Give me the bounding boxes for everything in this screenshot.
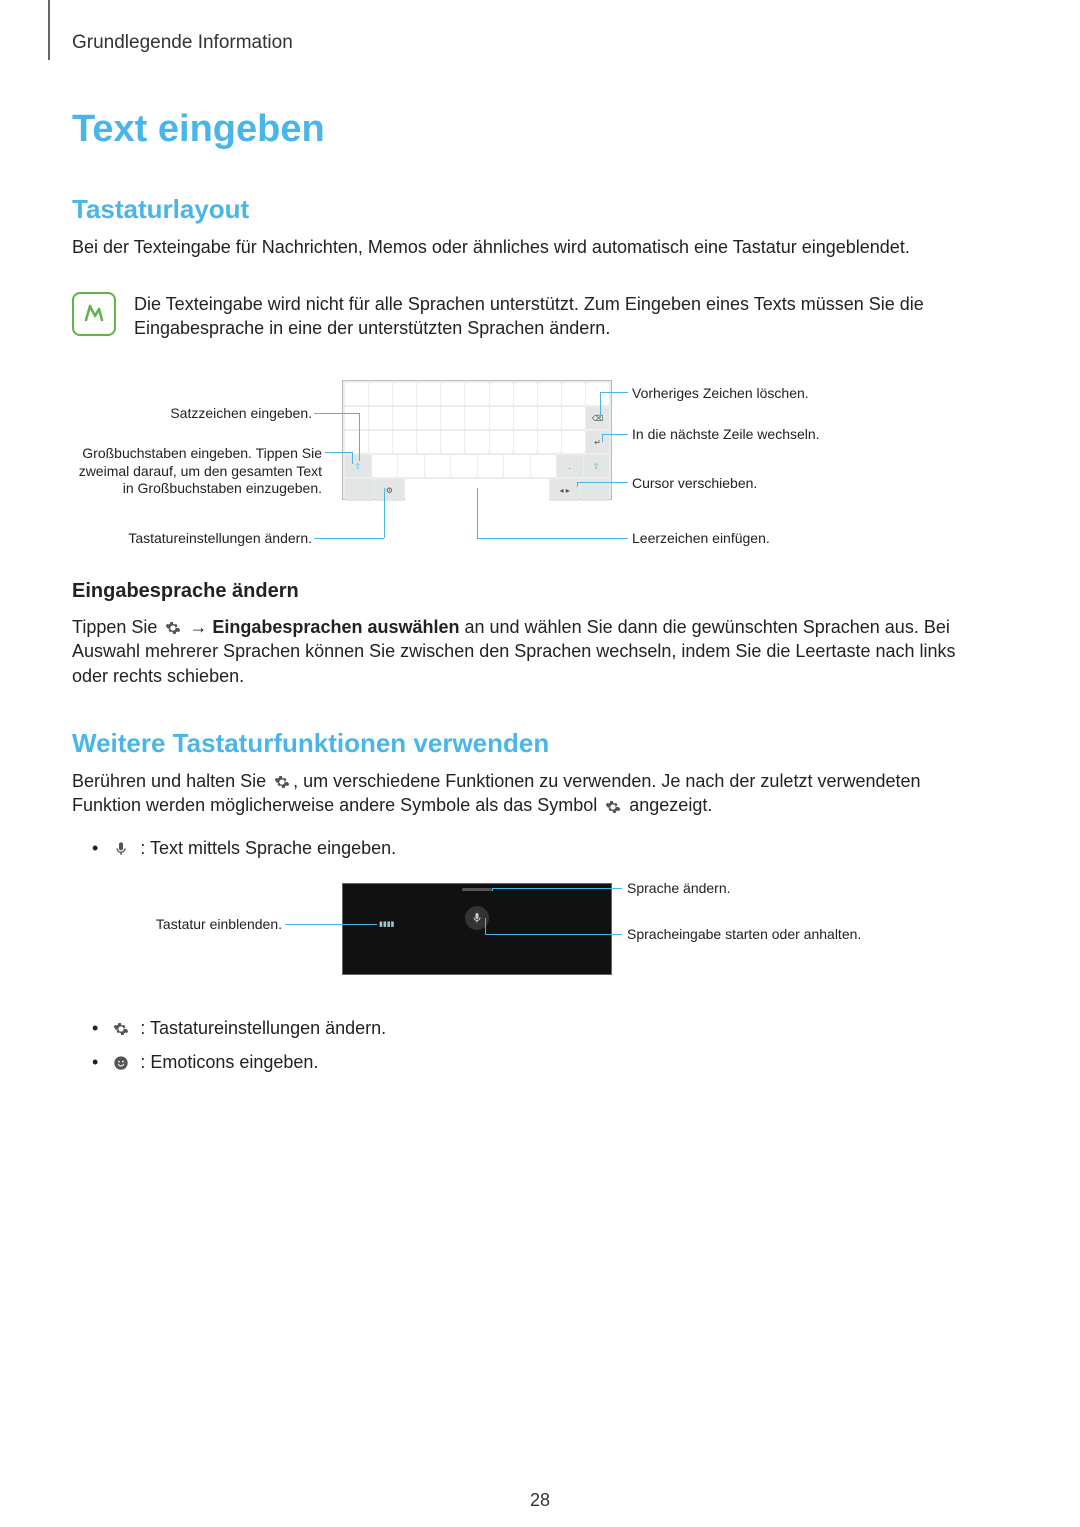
callout-line	[314, 538, 384, 539]
callout-line	[477, 538, 628, 539]
bullet-settings-text: : Tastatureinstellungen ändern.	[140, 1018, 386, 1039]
text-pre: Tippen Sie	[72, 617, 162, 637]
page-number: 28	[0, 1490, 1080, 1511]
note-text: Die Texteingabe wird nicht für alle Spra…	[134, 292, 942, 341]
callout-line	[600, 392, 601, 418]
smiley-icon	[112, 1054, 130, 1072]
callout-voice-lang: Sprache ändern.	[627, 880, 927, 898]
page-binding-mark	[48, 0, 50, 60]
keyboard-diagram: ⌫ ↵ ⇧.⇧ ⚙◂ ▸ Satzzeichen eingeben. Großb…	[72, 380, 982, 550]
voice-input-image: ▮▮▮▮	[342, 883, 612, 975]
note-icon	[72, 292, 116, 336]
bullet-emoticons: • : Emoticons eingeben.	[92, 1052, 318, 1073]
callout-line	[352, 452, 353, 464]
callout-line	[477, 488, 478, 538]
note-block: Die Texteingabe wird nicht für alle Spra…	[72, 292, 942, 341]
callout-line	[602, 434, 603, 442]
page-title: Text eingeben	[72, 108, 325, 151]
callout-line	[485, 918, 486, 934]
callout-line	[600, 392, 628, 393]
bullet-voice-text: : Text mittels Sprache eingeben.	[140, 838, 396, 859]
callout-backspace: Vorheriges Zeichen löschen.	[632, 385, 932, 403]
page-header: Grundlegende Information	[72, 32, 293, 54]
bullet-emoticons-text: : Emoticons eingeben.	[140, 1052, 318, 1073]
section-eingabesprache-text: Tippen Sie → Eingabesprachen auswählen a…	[72, 615, 962, 688]
callout-line	[577, 482, 578, 487]
callout-line	[492, 888, 493, 891]
callout-line	[314, 413, 359, 414]
mic-icon	[112, 840, 130, 858]
callout-cursor: Cursor verschieben.	[632, 475, 932, 493]
callout-line	[602, 434, 628, 435]
section-eingabesprache-heading: Eingabesprache ändern	[72, 580, 299, 603]
keyboard-image: ⌫ ↵ ⇧.⇧ ⚙◂ ▸	[342, 380, 612, 500]
section-tastaturlayout-text: Bei der Texteingabe für Nachrichten, Mem…	[72, 235, 942, 259]
callout-line	[359, 413, 360, 461]
callout-voice-start: Spracheingabe starten oder anhalten.	[627, 926, 927, 944]
bullet-dot: •	[92, 838, 98, 859]
callout-caps: Großbuchstaben eingeben. Tippen Sie zwei…	[72, 445, 322, 498]
callout-punctuation: Satzzeichen eingeben.	[72, 405, 312, 423]
bullet-voice: • : Text mittels Sprache eingeben.	[92, 838, 396, 859]
text-arrow: →	[184, 617, 212, 637]
callout-line	[285, 924, 377, 925]
text-bold: Eingabesprachen auswählen	[212, 617, 459, 637]
callout-line	[492, 888, 622, 889]
gear-icon	[164, 619, 182, 637]
text-pre: Berühren und halten Sie	[72, 771, 271, 791]
callout-line	[485, 934, 622, 935]
bullet-settings: • : Tastatureinstellungen ändern.	[92, 1018, 386, 1039]
callout-line	[577, 482, 628, 483]
callout-line	[325, 452, 352, 453]
bullet-dot: •	[92, 1018, 98, 1039]
callout-voice-keyboard: Tastatur einblenden.	[72, 916, 282, 934]
text-post: angezeigt.	[624, 795, 712, 815]
gear-icon	[604, 798, 622, 816]
section-weitere-heading: Weitere Tastaturfunktionen verwenden	[72, 728, 549, 759]
callout-settings: Tastatureinstellungen ändern.	[72, 530, 312, 548]
callout-line	[384, 488, 385, 538]
callout-space: Leerzeichen einfügen.	[632, 530, 932, 548]
voice-pause-icon: ▮▮▮▮	[379, 920, 394, 928]
section-weitere-text: Berühren und halten Sie , um verschieden…	[72, 769, 962, 818]
section-tastaturlayout-heading: Tastaturlayout	[72, 194, 249, 225]
voice-handle	[462, 888, 492, 891]
callout-enter: In die nächste Zeile wechseln.	[632, 426, 932, 444]
gear-icon	[273, 773, 291, 791]
bullet-dot: •	[92, 1052, 98, 1073]
voice-diagram: ▮▮▮▮ Tastatur einblenden. Sprache ändern…	[72, 878, 982, 988]
gear-icon	[112, 1020, 130, 1038]
